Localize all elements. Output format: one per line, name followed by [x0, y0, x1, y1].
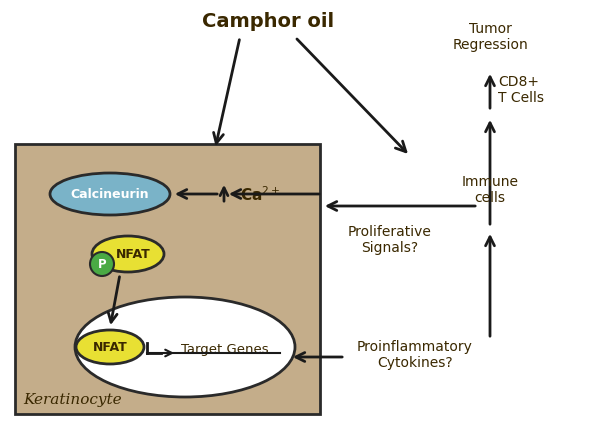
Text: P: P	[98, 258, 106, 271]
Bar	[15, 144, 320, 414]
Text: Tumor
Regression: Tumor Regression	[452, 22, 528, 52]
Text: CD8+
T Cells: CD8+ T Cells	[498, 75, 544, 105]
Text: Keratinocyte: Keratinocyte	[23, 392, 122, 406]
Text: NFAT: NFAT	[115, 248, 150, 261]
Text: Proliferative
Signals?: Proliferative Signals?	[348, 224, 432, 255]
Ellipse shape	[76, 330, 144, 364]
Text: Calcineurin: Calcineurin	[71, 188, 149, 201]
Text: Camphor oil: Camphor oil	[202, 12, 334, 31]
Text: NFAT: NFAT	[93, 341, 127, 354]
Text: Proinflammatory
Cytokines?: Proinflammatory Cytokines?	[357, 339, 473, 369]
Text: Ca$^{2+}$: Ca$^{2+}$	[240, 185, 280, 204]
Ellipse shape	[75, 297, 295, 397]
Circle shape	[90, 252, 114, 276]
Text: Immune
cells: Immune cells	[462, 175, 518, 205]
Ellipse shape	[92, 237, 164, 272]
Text: Target Genes: Target Genes	[181, 343, 269, 356]
Ellipse shape	[50, 174, 170, 215]
